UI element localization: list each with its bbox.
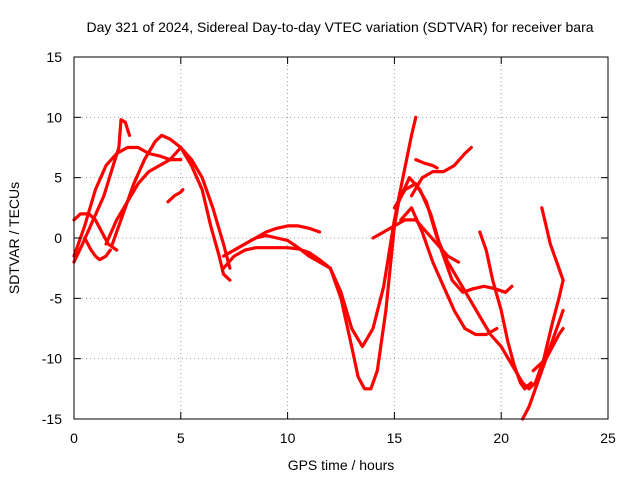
grid-lines (74, 57, 608, 419)
data-series-trace-7 (166, 188, 185, 204)
y-tick-label: -10 (42, 351, 62, 367)
data-series-trace-17 (478, 230, 533, 391)
x-axis-label: GPS time / hours (288, 457, 395, 473)
y-tick-label: 10 (46, 109, 62, 125)
data-series-trace-3 (110, 133, 232, 282)
data-series-trace-2 (72, 145, 183, 258)
y-tick-labels: -15 -10 -5 0 5 10 15 (42, 49, 62, 427)
axis-ticks (73, 56, 609, 420)
data-traces (72, 115, 565, 421)
data-series-trace-4 (104, 145, 232, 270)
y-tick-label: -5 (50, 290, 63, 306)
y-tick-label: -15 (42, 411, 62, 427)
y-axis-label: SDTVAR / TECUs (6, 182, 22, 294)
chart-title: Day 321 of 2024, Sidereal Day-to-day VTE… (86, 19, 593, 35)
data-series-trace-6 (83, 236, 112, 262)
x-tick-label: 5 (177, 430, 185, 446)
y-tick-label: 5 (54, 170, 62, 186)
x-tick-label: 25 (600, 430, 616, 446)
data-series-trace-18 (521, 308, 565, 421)
x-tick-label: 20 (493, 430, 509, 446)
x-tick-label: 0 (70, 430, 78, 446)
data-series-trace-15 (371, 218, 461, 264)
data-series-trace-16 (414, 158, 439, 170)
data-series-trace-19 (540, 206, 565, 282)
data-series-trace-1 (72, 118, 132, 264)
data-series-trace-20 (531, 326, 565, 373)
y-tick-label: 15 (46, 49, 62, 65)
data-series-trace-10 (232, 224, 322, 252)
data-series-trace-14 (409, 145, 473, 198)
x-tick-label: 10 (280, 430, 296, 446)
x-tick-label: 15 (387, 430, 403, 446)
x-tick-labels: 0 5 10 15 20 25 (70, 430, 616, 446)
data-series-trace-5 (72, 212, 119, 252)
y-tick-label: 0 (54, 230, 62, 246)
